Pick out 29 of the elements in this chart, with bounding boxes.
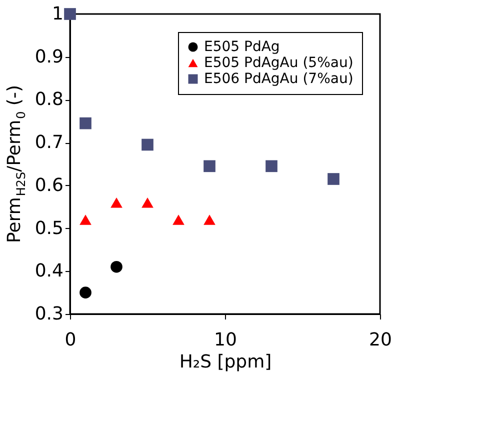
point (80, 117, 92, 130)
y-tick-label: 0.5 (34, 218, 64, 239)
point (204, 214, 216, 225)
legend-label: E506 PdAgAu (7%au) (204, 71, 354, 87)
point (142, 197, 154, 208)
x-axis-title: H₂S [ppm] (179, 352, 272, 372)
point (110, 197, 122, 208)
point (266, 160, 278, 172)
point (328, 173, 340, 185)
y-tick-label: 0.8 (34, 89, 64, 110)
legend-label: E505 PdAg (204, 39, 280, 55)
point (204, 160, 216, 172)
point (142, 138, 154, 151)
point (80, 214, 92, 225)
y-axis-title: PermH2S/Perm0 (-) (4, 85, 28, 243)
y-tick-label: 0.7 (34, 132, 64, 154)
y-tick-label: 0.9 (34, 46, 64, 68)
point (172, 214, 184, 225)
y-tick-label: 1 (52, 4, 64, 24)
x-tick-label: 0 (64, 330, 76, 350)
y-tick-label: 0.3 (34, 304, 64, 324)
x-tick-label: 10 (214, 330, 237, 350)
point (80, 286, 92, 298)
legend-label: E505 PdAgAu (5%au) (204, 55, 354, 71)
y-tick-label: 0.6 (34, 174, 64, 196)
point (110, 260, 122, 273)
y-tick-label: 0.4 (34, 260, 64, 282)
x-tick-label: 20 (369, 330, 392, 350)
point (64, 8, 76, 20)
